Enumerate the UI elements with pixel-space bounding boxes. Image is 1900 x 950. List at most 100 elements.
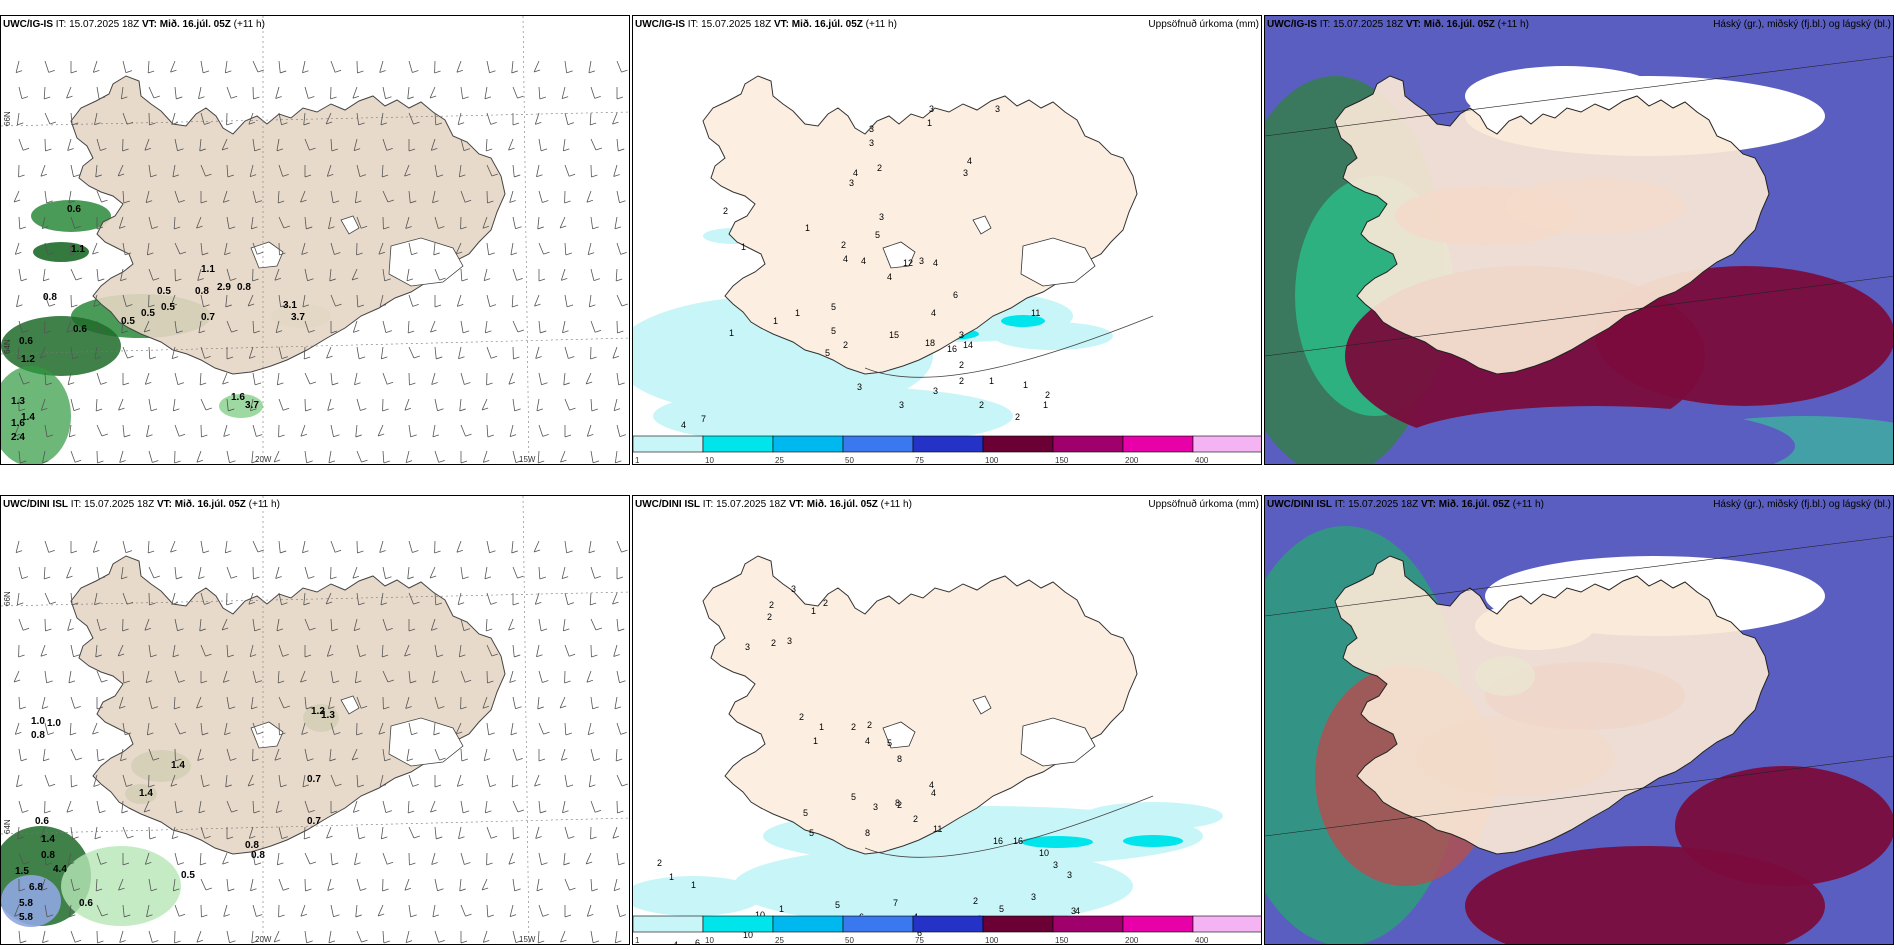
wind-barb-flag <box>251 460 258 464</box>
wind-barb-flag <box>204 122 211 125</box>
wind-barb <box>512 696 516 709</box>
wind-barb <box>379 60 384 73</box>
precip-value: 1 <box>811 606 816 616</box>
wind-barb-flag <box>430 329 437 333</box>
wind-barb <box>303 826 306 839</box>
colorbar-swatch <box>633 915 704 933</box>
wind-barb <box>564 540 568 553</box>
wind-barb-flag <box>14 913 21 917</box>
wind-barb-flag <box>429 95 437 99</box>
wind-barb <box>44 60 50 73</box>
wind-barb <box>66 86 72 99</box>
wind-barb-flag <box>615 460 622 464</box>
wind-barb-flag <box>274 757 282 761</box>
wind-barb-flag <box>593 758 601 762</box>
wind-barb-flag <box>564 680 571 684</box>
wind-barb <box>434 268 440 281</box>
wind-barb-flag <box>357 784 364 788</box>
wind-barb <box>458 164 462 177</box>
precip-value: 5 <box>803 808 808 818</box>
wind-barb <box>486 644 493 657</box>
wind-barb-flag <box>70 70 78 74</box>
precip-value: 1 <box>773 316 778 326</box>
wind-barb-flag <box>66 575 73 579</box>
wind-barb-flag <box>175 278 182 282</box>
wind-barb <box>199 372 202 385</box>
wind-barb-flag <box>517 575 524 579</box>
wind-barb-flag <box>23 861 30 865</box>
wind-barb-flag <box>515 706 522 710</box>
wind-barb <box>96 372 102 385</box>
wind-barb <box>118 216 124 229</box>
wind-barb <box>96 268 99 281</box>
wind-barb <box>533 60 540 73</box>
wind-barb-flag <box>412 304 419 307</box>
wind-barb-flag <box>223 434 230 437</box>
wind-barb <box>586 190 592 203</box>
wind-barb-flag <box>44 330 51 334</box>
wind-barb-flag <box>434 550 441 554</box>
wind-barb-flag <box>46 434 54 438</box>
wind-barb-flag <box>44 810 51 814</box>
wind-barb <box>561 86 566 99</box>
precip-value: 3 <box>787 636 792 646</box>
wind-barb-flag <box>587 252 595 256</box>
wind-barb <box>252 904 257 917</box>
wind-barb-flag <box>278 434 285 438</box>
wind-barb-flag <box>491 653 499 657</box>
wind-barb-flag <box>75 277 83 281</box>
wind-barb <box>44 424 48 437</box>
wind-barb <box>616 618 619 631</box>
colorbar-tick: 75 <box>915 936 924 945</box>
wind-barb-flag <box>592 226 599 230</box>
field-area <box>1 366 71 464</box>
wind-barb <box>302 540 306 553</box>
wind-barb <box>486 242 490 255</box>
precip-value: 12 <box>903 258 913 268</box>
wind-barb-flag <box>179 251 187 255</box>
wind-barb <box>122 826 128 839</box>
wind-barb-flag <box>255 200 263 204</box>
wind-barb <box>18 566 23 579</box>
wind-barb <box>325 592 332 605</box>
wind-barb-flag <box>588 70 596 74</box>
precip-value: 1 <box>691 880 696 890</box>
wind-barb <box>356 826 360 839</box>
wind-barb <box>616 722 622 735</box>
wind-barb <box>509 904 514 917</box>
wind-barb-flag <box>486 148 493 152</box>
wind-barb-flag <box>430 809 437 813</box>
precip-value: 10 <box>743 930 753 940</box>
wind-barb <box>173 696 176 709</box>
wind-barb-flag <box>490 355 498 359</box>
wind-barb-flag <box>98 576 106 580</box>
wind-barb <box>200 164 206 177</box>
wind-barb-flag <box>380 602 388 606</box>
wind-barb-flag <box>74 706 81 709</box>
wind-barb-flag <box>412 784 419 787</box>
wind-barb <box>588 60 592 73</box>
wind-barb-flag <box>69 434 76 438</box>
wind-barb <box>429 86 436 99</box>
wind-barb-flag <box>46 680 53 684</box>
wind-barb <box>586 670 592 683</box>
precip-value: 3 <box>959 330 964 340</box>
wind-barb-flag <box>594 96 601 99</box>
wind-barb-flag <box>536 654 543 658</box>
wind-barb-flag <box>386 861 394 865</box>
wind-barb <box>434 112 437 125</box>
wind-value: 3.1 <box>283 300 297 311</box>
wind-barb-flag <box>283 705 291 709</box>
wind-barb-flag <box>462 810 470 814</box>
wind-barb <box>407 566 410 579</box>
wind-barb <box>223 424 228 437</box>
wind-barb <box>508 618 514 631</box>
wind-barb <box>121 320 124 333</box>
wind-barb-flag <box>148 784 155 788</box>
precip-value: 4 <box>861 256 866 266</box>
wind-barb <box>174 800 178 813</box>
wind-barb-flag <box>537 706 544 710</box>
wind-barb-flag <box>439 757 446 761</box>
wind-barb-flag <box>404 407 412 411</box>
wind-barb <box>200 592 205 605</box>
